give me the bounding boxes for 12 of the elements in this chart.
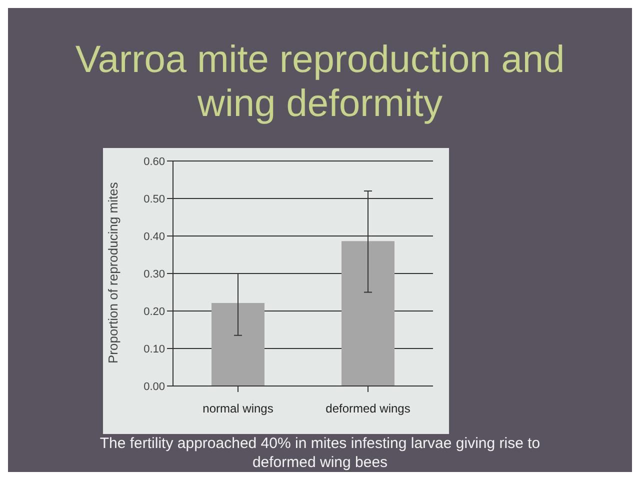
y-tick-label: 0.10 — [144, 343, 165, 356]
x-tick-label: normal wings — [202, 402, 274, 416]
y-tick-label: 0.30 — [144, 268, 165, 280]
y-tick-label: 0.50 — [144, 193, 165, 206]
y-tick-label: 0.00 — [144, 380, 165, 393]
text: The fertility approached 40% in mites infesting larvae giving rise to deformed wing bees — [98, 434, 542, 472]
y-axis-title: Proportion of reproducing mites — [106, 182, 121, 364]
y-tick-label: 0.60 — [144, 156, 165, 168]
chart-title: Varroa mite reproduction and wing deformity — [74, 38, 566, 126]
y-tick-label: 0.20 — [144, 306, 165, 318]
y-tick-label: 0.40 — [144, 230, 165, 243]
x-tick-label: deformed wings — [326, 402, 410, 416]
